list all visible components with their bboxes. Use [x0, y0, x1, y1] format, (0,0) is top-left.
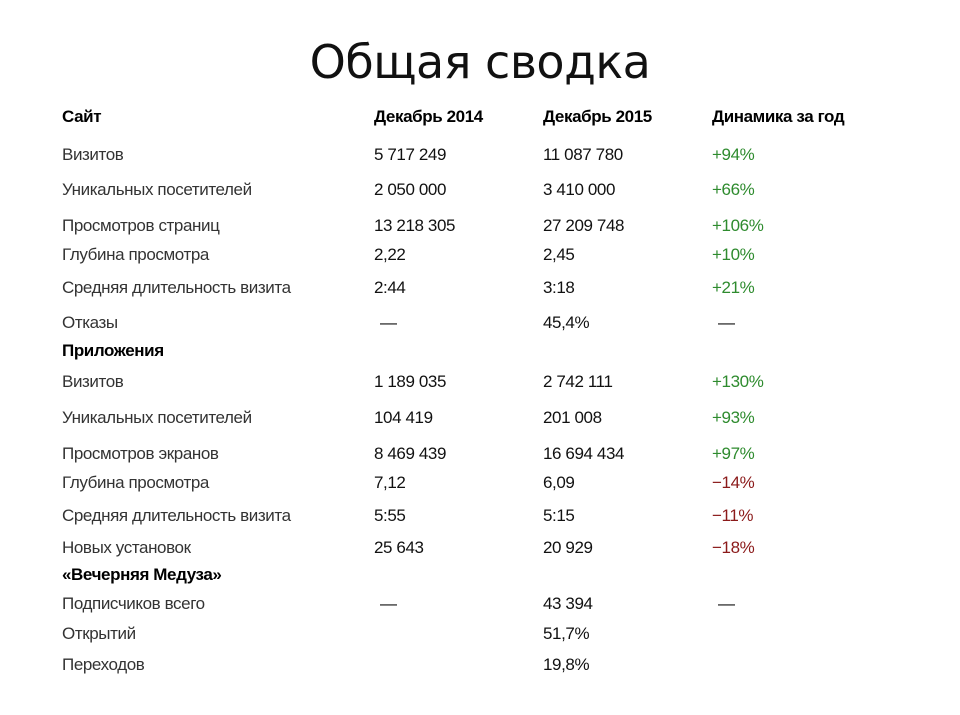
section-heading: Приложения — [62, 341, 164, 360]
value-dec-2015: 19,8% — [543, 655, 590, 674]
header-site: Сайт — [62, 107, 102, 126]
yearly-change: +93% — [712, 408, 755, 427]
header-dec-2014: Декабрь 2014 — [374, 107, 483, 126]
metric-label: Средняя длительность визита — [62, 506, 291, 525]
value-dec-2015: 6,09 — [543, 473, 575, 492]
yearly-change: −14% — [712, 473, 755, 492]
metric-label: Переходов — [62, 655, 145, 674]
value-dec-2014: — — [380, 313, 397, 332]
value-dec-2015: 3 410 000 — [543, 180, 616, 199]
value-dec-2014: 1 189 035 — [374, 372, 447, 391]
value-dec-2014: 25 643 — [374, 538, 424, 557]
metric-label: Уникальных посетителей — [62, 180, 252, 199]
metric-label: Глубина просмотра — [62, 473, 209, 492]
yearly-change: — — [718, 594, 735, 613]
yearly-change: +10% — [712, 245, 755, 264]
header-yearly-change: Динамика за год — [712, 107, 845, 126]
metric-label: Визитов — [62, 372, 124, 391]
value-dec-2014: — — [380, 594, 397, 613]
yearly-change: +21% — [712, 278, 755, 297]
value-dec-2014: 5 717 249 — [374, 145, 447, 164]
value-dec-2015: 43 394 — [543, 594, 593, 613]
value-dec-2015: 2,45 — [543, 245, 575, 264]
metric-label: Подписчиков всего — [62, 594, 205, 613]
value-dec-2014: 5:55 — [374, 506, 406, 525]
value-dec-2014: 2 050 000 — [374, 180, 447, 199]
value-dec-2015: 27 209 748 — [543, 216, 625, 235]
value-dec-2015: 3:18 — [543, 278, 575, 297]
metric-label: Уникальных посетителей — [62, 408, 252, 427]
metric-label: Глубина просмотра — [62, 245, 209, 264]
value-dec-2015: 5:15 — [543, 506, 575, 525]
value-dec-2014: 8 469 439 — [374, 444, 447, 463]
yearly-change: +97% — [712, 444, 755, 463]
value-dec-2014: 104 419 — [374, 408, 433, 427]
metric-label: Новых установок — [62, 538, 191, 557]
value-dec-2015: 45,4% — [543, 313, 590, 332]
metric-label: Отказы — [62, 313, 118, 332]
yearly-change: +106% — [712, 216, 764, 235]
yearly-change: −18% — [712, 538, 755, 557]
metric-label: Средняя длительность визита — [62, 278, 291, 297]
value-dec-2015: 20 929 — [543, 538, 593, 557]
metric-label: Просмотров экранов — [62, 444, 219, 463]
value-dec-2015: 11 087 780 — [543, 145, 623, 164]
metric-label: Просмотров страниц — [62, 216, 220, 235]
yearly-change: −11% — [712, 506, 754, 525]
value-dec-2014: 7,12 — [374, 473, 406, 492]
yearly-change: — — [718, 313, 735, 332]
value-dec-2014: 2:44 — [374, 278, 406, 297]
value-dec-2015: 51,7% — [543, 624, 590, 643]
page-title: Общая сводка — [309, 34, 651, 89]
value-dec-2014: 2,22 — [374, 245, 406, 264]
yearly-change: +130% — [712, 372, 764, 391]
metric-label: Открытий — [62, 624, 136, 643]
value-dec-2014: 13 218 305 — [374, 216, 456, 235]
section-heading: «Вечерняя Медуза» — [62, 565, 222, 584]
yearly-change: +94% — [712, 145, 755, 164]
value-dec-2015: 201 008 — [543, 408, 602, 427]
metric-label: Визитов — [62, 145, 124, 164]
value-dec-2015: 16 694 434 — [543, 444, 625, 463]
value-dec-2015: 2 742 111 — [543, 372, 613, 391]
header-dec-2015: Декабрь 2015 — [543, 107, 652, 126]
yearly-change: +66% — [712, 180, 755, 199]
